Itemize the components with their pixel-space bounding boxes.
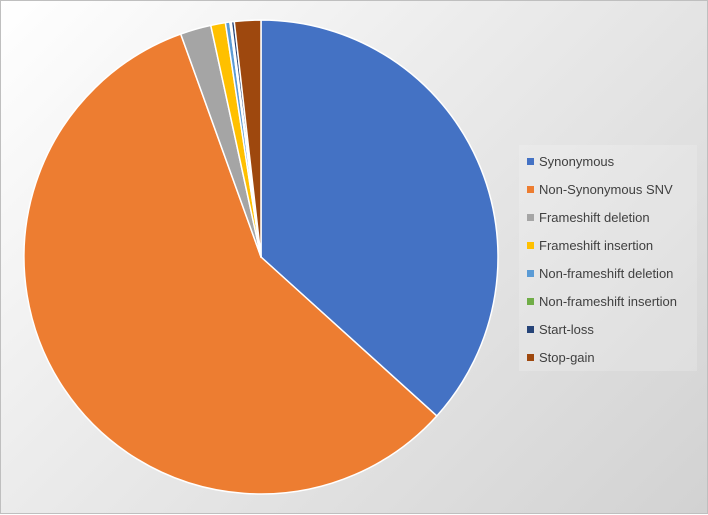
legend-item: Non-frameshift deletion — [519, 259, 697, 287]
legend-swatch — [527, 325, 534, 333]
legend-label: Non-frameshift deletion — [539, 265, 674, 281]
legend-swatch — [527, 297, 534, 305]
legend-label: Synonymous — [539, 153, 615, 169]
legend-label: Non-Synonymous SNV — [539, 181, 673, 197]
legend-item: Frameshift insertion — [519, 231, 697, 259]
legend-item: Frameshift deletion — [519, 203, 697, 231]
legend-item: Non-frameshift insertion — [519, 287, 697, 315]
pie-slice-non-synonymous-snv — [23, 33, 438, 495]
legend-swatch — [527, 157, 534, 165]
legend-swatch — [527, 269, 534, 277]
legend-swatch — [527, 353, 534, 361]
pie-slice-synonymous — [260, 19, 499, 417]
legend-label: Non-frameshift insertion — [539, 293, 677, 309]
legend-item: Non-Synonymous SNV — [519, 175, 697, 203]
legend-label: Stop-gain — [539, 349, 595, 365]
legend-label: Frameshift deletion — [539, 209, 650, 225]
legend-item: Synonymous — [519, 147, 697, 175]
legend-swatch — [527, 241, 534, 249]
legend-swatch — [527, 213, 534, 221]
legend-label: Frameshift insertion — [539, 237, 654, 253]
legend-item: Stop-gain — [519, 343, 697, 371]
legend-swatch — [527, 185, 534, 193]
legend-label: Start-loss — [539, 321, 594, 337]
pie-slice-stop-gain — [233, 19, 262, 258]
legend-item: Start-loss — [519, 315, 697, 343]
legend: Synonymous Non-Synonymous SNV Frameshift d… — [519, 145, 697, 371]
